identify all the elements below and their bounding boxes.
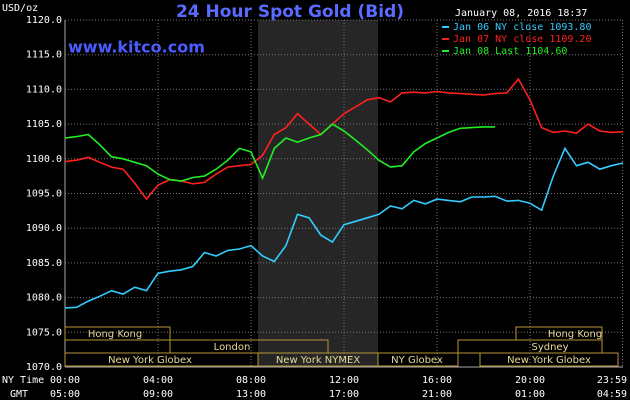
y-tick-label: 1080.0 (26, 293, 62, 304)
session-box (515, 326, 603, 341)
session-label: NY Globex (391, 355, 443, 366)
y-tick-label: 1100.0 (26, 154, 62, 165)
session-label: London (214, 342, 251, 353)
x-tick-label: 23:59 (597, 375, 627, 386)
price-line (64, 146, 624, 309)
x2-tick-label: 21:00 (422, 389, 452, 400)
timestamp: January 08, 2016 18:37 (455, 8, 587, 19)
y-tick-label: 1110.0 (26, 84, 62, 95)
session-label: Sydney (531, 342, 568, 353)
legend-label: Jan 08 Last 1104.60 (453, 46, 567, 57)
chart-title: 24 Hour Spot Gold (Bid) (176, 2, 404, 22)
x2-tick-label: 17:00 (329, 389, 359, 400)
x2-axis-label: GMT (10, 389, 28, 400)
unit-label: USD/oz (2, 3, 38, 14)
price-line (64, 77, 624, 201)
x2-tick-label: 13:00 (236, 389, 266, 400)
x-tick-label: 08:00 (236, 375, 266, 386)
x-tick-label: 00:00 (50, 375, 80, 386)
x-tick-label: 12:00 (329, 375, 359, 386)
x2-tick-label: 01:00 (515, 389, 545, 400)
session-label: New York Globex (108, 355, 192, 366)
session-box (479, 352, 619, 367)
session-box (64, 326, 171, 341)
legend-label: Jan 07 NY close 1109.20 (453, 34, 591, 45)
y-tick-label: 1095.0 (26, 189, 62, 200)
x-axis-label: NY Time (2, 375, 44, 386)
x2-tick-label: 04:59 (597, 389, 627, 400)
y-tick-label: 1075.0 (26, 327, 62, 338)
x2-tick-label: 05:00 (50, 389, 80, 400)
x-tick-label: 04:00 (143, 375, 173, 386)
session-label: Hong Kong (548, 329, 602, 340)
legend-label: Jan 06 NY close 1093.80 (453, 22, 591, 33)
session-label: New York NYMEX (276, 355, 361, 366)
watermark: www.kitco.com (68, 38, 205, 57)
y-tick-label: 1115.0 (26, 50, 62, 61)
y-tick-label: 1085.0 (26, 258, 62, 269)
y-tick-label: 1105.0 (26, 119, 62, 130)
session-box (377, 352, 459, 367)
y-tick-label: 1070.0 (26, 362, 62, 373)
session-label: New York Globex (507, 355, 591, 366)
x2-tick-label: 09:00 (143, 389, 173, 400)
price-line (64, 123, 496, 182)
y-tick-label: 1120.0 (26, 15, 62, 26)
sessions: Hong Kong London New York Globex New Yor… (64, 326, 619, 367)
y-tick-label: 1090.0 (26, 223, 62, 234)
x-tick-label: 20:00 (515, 375, 545, 386)
session-label: Hong Kong (88, 329, 142, 340)
x-tick-label: 16:00 (422, 375, 452, 386)
